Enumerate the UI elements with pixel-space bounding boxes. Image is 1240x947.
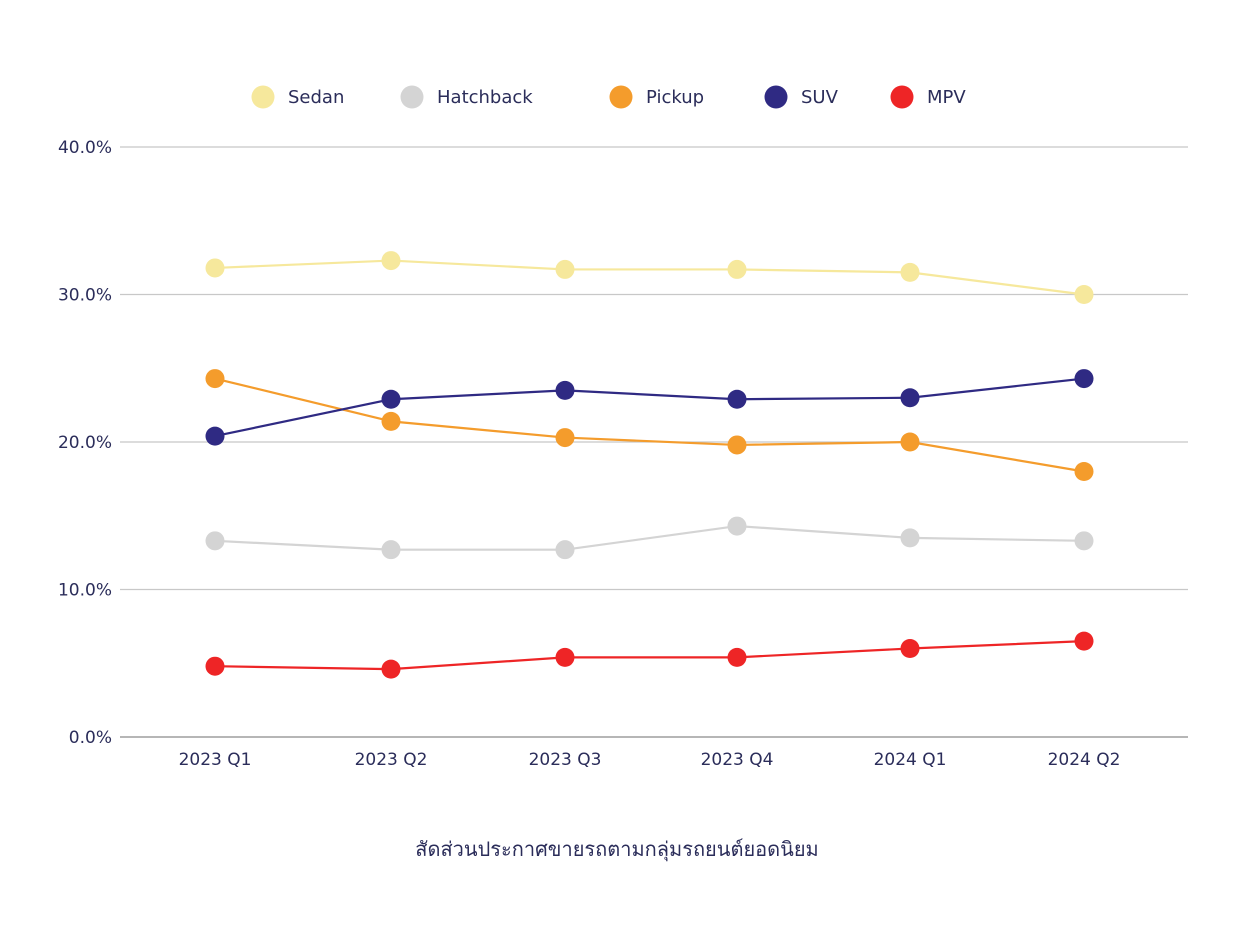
data-point-mpv (555, 647, 575, 667)
y-tick-label: 20.0% (58, 433, 112, 453)
series-line-suv (214, 377, 1085, 438)
legend-item-hatchback: Hatchback (400, 85, 533, 109)
data-point-hatchback (205, 531, 225, 551)
y-tick-label: 0.0% (69, 728, 112, 748)
legend-label: Pickup (646, 87, 704, 108)
data-point-pickup (1074, 462, 1094, 481)
data-point-hatchback (555, 540, 575, 560)
series-hatchback (205, 516, 1094, 560)
legend-label: Hatchback (437, 87, 533, 108)
y-tick-label: 10.0% (58, 581, 112, 601)
data-point-pickup (555, 428, 575, 448)
y-tick-label: 30.0% (58, 286, 112, 306)
x-axis: 2023 Q1 2023 Q2 2023 Q3 2023 Q4 2024 Q1 2024 … (179, 750, 1121, 770)
x-tick-label: 2023 Q4 (701, 750, 774, 770)
data-point-hatchback (381, 540, 401, 560)
data-point-pickup (727, 435, 747, 455)
x-axis-caption: สัดส่วนประกาศขายรถตามกลุ่มรถยนต์ยอดนิยม (415, 837, 818, 862)
data-point-mpv (727, 647, 747, 667)
series-line-sedan (214, 259, 1085, 296)
series-line-mpv (214, 640, 1085, 671)
data-point-hatchback (1074, 531, 1094, 551)
data-point-mpv (900, 639, 920, 658)
y-axis: 0.0% 10.0% 20.0% 30.0% 40.0% (58, 138, 112, 748)
data-point-pickup (381, 411, 401, 431)
x-tick-label: 2023 Q2 (355, 750, 428, 770)
legend-marker (251, 85, 275, 109)
legend-item-mpv: MPV (890, 85, 966, 109)
series-line-hatchback (214, 524, 1085, 551)
legend-marker (764, 85, 788, 109)
data-point-suv (205, 426, 225, 446)
legend-marker (609, 85, 633, 109)
data-point-hatchback (727, 516, 747, 536)
legend-label: SUV (801, 87, 839, 108)
x-tick-label: 2023 Q1 (179, 750, 252, 770)
legend-item-suv: SUV (764, 85, 839, 109)
data-point-sedan (727, 259, 747, 279)
x-tick-label: 2024 Q2 (1048, 750, 1121, 770)
y-tick-label: 40.0% (58, 138, 112, 158)
data-point-sedan (555, 259, 575, 279)
legend-marker (400, 85, 424, 109)
data-point-hatchback (900, 528, 920, 548)
data-point-sedan (900, 262, 920, 282)
series-pickup (205, 369, 1094, 481)
data-point-mpv (205, 656, 225, 676)
series-sedan (205, 251, 1094, 304)
data-point-suv (1074, 369, 1094, 389)
legend-item-pickup: Pickup (609, 85, 704, 109)
legend-label: Sedan (288, 87, 344, 108)
series-group (205, 251, 1094, 679)
series-mpv (205, 631, 1094, 679)
data-point-suv (381, 389, 401, 409)
series-line-pickup (214, 377, 1085, 473)
data-point-suv (900, 388, 920, 408)
data-point-sedan (1074, 285, 1094, 304)
data-point-suv (727, 389, 747, 409)
data-point-suv (555, 380, 575, 400)
data-point-mpv (381, 659, 401, 679)
data-point-sedan (381, 251, 401, 271)
legend-item-sedan: Sedan (251, 85, 344, 109)
data-point-mpv (1074, 631, 1094, 651)
data-point-pickup (205, 369, 225, 389)
x-tick-label: 2023 Q3 (529, 750, 602, 770)
legend-label: MPV (927, 87, 966, 108)
series-suv (205, 369, 1094, 446)
legend-marker (890, 85, 914, 109)
x-tick-label: 2024 Q1 (874, 750, 947, 770)
data-point-pickup (900, 432, 920, 452)
legend: Sedan Hatchback Pickup SUV MPV (251, 85, 966, 109)
data-point-sedan (205, 258, 225, 278)
